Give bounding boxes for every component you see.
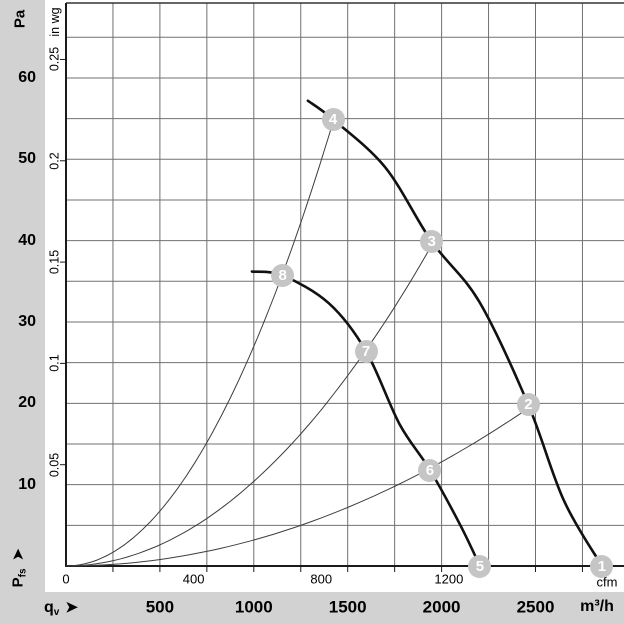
cfm-tick-label: 800: [310, 571, 333, 587]
operating-point-badge: 4: [321, 107, 345, 131]
x-axis-direction-arrow-icon: ➤: [65, 599, 78, 616]
operating-point-badge: 8: [271, 264, 295, 288]
plot-background: [45, 0, 624, 592]
operating-point-badge: 2: [516, 393, 540, 417]
x-axis-symbol-subscript: v: [53, 607, 60, 618]
y-axis-symbol-subscript: fs: [17, 568, 29, 578]
pa-tick-label: 10: [18, 475, 36, 493]
m3h-tick-label: 1500: [328, 597, 367, 617]
y-axis-secondary-unit-label: in wg: [48, 7, 62, 37]
inwg-tick-label: 0.2: [47, 152, 62, 170]
system-resistance-curve: [65, 121, 334, 567]
operating-point-badge: 5: [468, 554, 492, 578]
x-axis-primary-unit-label: m³/h: [580, 598, 614, 615]
x-axis-secondary-unit-label: cfm: [596, 574, 618, 590]
pa-tick-label: 20: [18, 394, 36, 412]
cfm-tick-label: 400: [182, 571, 205, 587]
y-axis-direction-arrow-icon: ➤: [9, 548, 26, 561]
operating-point-badge: 1: [590, 554, 614, 578]
y-axis-symbol-text: P: [9, 577, 27, 588]
x-axis-symbol-text: q: [44, 599, 54, 616]
cfm-tick-label: 1200: [434, 571, 464, 587]
inwg-tick-label: 0.05: [47, 452, 62, 477]
m3h-tick-label: 2000: [422, 597, 461, 617]
m3h-tick-label: 500: [145, 597, 175, 617]
m3h-tick-label: 2500: [516, 597, 555, 617]
inwg-tick-label: 0.1: [47, 354, 62, 373]
pa-tick-label: 40: [18, 231, 36, 249]
cfm-tick-label: 0: [62, 571, 70, 587]
inwg-tick-label: 0.25: [47, 47, 62, 72]
pa-tick-label: 50: [18, 150, 36, 168]
pa-tick-label: 60: [18, 68, 36, 86]
m3h-tick-label: 1000: [234, 597, 273, 617]
operating-point-badge: 6: [418, 458, 442, 482]
y-axis-symbol-label: Pfs ➤: [10, 549, 29, 588]
fan-curve: [306, 99, 604, 568]
x-axis-symbol-label: qv ➤: [44, 598, 78, 618]
inwg-tick-label: 0.15: [47, 249, 62, 275]
pa-tick-label: 30: [18, 312, 36, 330]
y-axis-primary-unit-label: Pa: [11, 9, 29, 29]
system-resistance-curve: [66, 407, 529, 567]
operating-point-badge: 7: [354, 339, 378, 363]
operating-point-badge: 3: [420, 229, 444, 253]
